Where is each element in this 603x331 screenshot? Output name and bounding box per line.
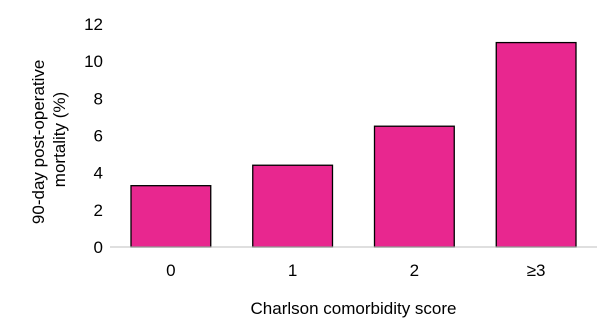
y-axis-title-line-2: mortality (%) <box>50 92 69 187</box>
y-tick-label: 10 <box>84 52 103 71</box>
x-axis-title: Charlson comorbidity score <box>251 299 457 318</box>
y-tick-label: 0 <box>94 238 103 257</box>
bar <box>373 125 455 248</box>
y-tick-label: 8 <box>94 89 103 108</box>
x-tick-label: 0 <box>166 261 175 280</box>
y-axis-title-line-1: 90-day post-operative <box>29 60 48 224</box>
x-axis-ticks: 0 1 2 ≥3 <box>166 261 545 280</box>
bars <box>130 41 577 248</box>
x-tick-label: ≥3 <box>527 261 546 280</box>
y-axis-ticks: 0 2 4 6 8 10 12 <box>84 15 103 257</box>
y-tick-label: 6 <box>94 127 103 146</box>
x-tick-label: 2 <box>410 261 419 280</box>
y-tick-label: 2 <box>94 201 103 220</box>
bar <box>495 41 577 248</box>
bar <box>252 164 334 248</box>
y-tick-label: 4 <box>94 164 103 183</box>
bar <box>130 185 212 248</box>
y-axis-title: 90-day post-operative mortality (%) <box>29 55 69 224</box>
x-tick-label: 1 <box>288 261 297 280</box>
y-tick-label: 12 <box>84 15 103 34</box>
